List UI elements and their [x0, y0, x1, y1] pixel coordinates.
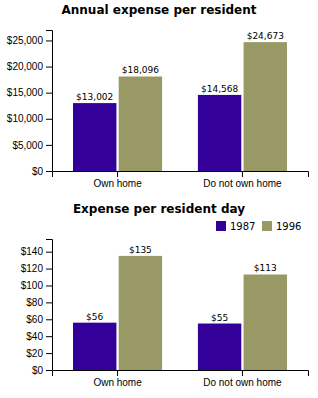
y-tick-label: $0	[32, 365, 44, 376]
y-tick-label: $80	[26, 297, 43, 308]
bar	[198, 95, 241, 171]
y-tick-label: $60	[26, 314, 43, 325]
y-tick: $25,000	[7, 35, 52, 46]
y-tick: $0	[32, 365, 52, 376]
x-tick-label: Own home	[93, 377, 142, 388]
y-tick-mark	[46, 171, 52, 172]
y-tick-label: $0	[32, 166, 44, 177]
y-tick-mark	[46, 269, 52, 270]
y-tick-label: $100	[21, 280, 44, 291]
y-tick-label: $120	[21, 263, 44, 274]
bars	[73, 42, 287, 171]
legend-swatch	[262, 221, 272, 231]
legend-label: 1987	[230, 221, 255, 232]
data-labels: $56 $55 $135 $113	[86, 245, 277, 323]
y-tick: $0	[32, 166, 52, 177]
data-label: $13,002	[76, 92, 113, 102]
x-tick: Own home	[93, 171, 142, 189]
y-tick-label: $15,000	[7, 87, 44, 98]
y-tick-label: $25,000	[7, 35, 44, 46]
y-tick: $10,000	[7, 113, 52, 124]
x-axis: Own home Do not own home	[53, 370, 309, 388]
bar	[73, 103, 116, 171]
title: Annual expense per resident	[61, 3, 256, 17]
y-tick-label: $10,000	[7, 113, 44, 124]
bar	[244, 42, 287, 171]
y-tick: $80	[26, 297, 52, 308]
y-tick-label: $5,000	[12, 140, 43, 151]
figure: Annual expense per resident $0 $5,000 $10,0…	[0, 0, 318, 398]
y-tick-mark	[46, 67, 52, 68]
y-tick: $60	[26, 314, 52, 325]
y-tick-mark	[46, 93, 52, 94]
y-tick: $100	[21, 280, 52, 291]
bar	[119, 76, 162, 171]
x-tick: Own home	[93, 370, 142, 388]
data-label: $55	[211, 313, 228, 323]
legend-swatch	[216, 221, 226, 231]
x-tick-mark	[117, 171, 118, 177]
y-tick-mark	[46, 40, 52, 41]
bar	[198, 324, 241, 370]
bar	[119, 256, 162, 370]
y-axis-line	[46, 240, 53, 371]
x-axis-line	[53, 172, 309, 178]
y-tick-mark	[46, 252, 52, 253]
legend-label: 1996	[276, 221, 301, 232]
y-axis: $0 $20 $40 $60 $80 $100 $120 $140	[21, 240, 53, 376]
y-tick: $120	[21, 263, 52, 274]
y-axis-line	[46, 31, 53, 172]
x-tick: Do not own home	[203, 171, 282, 189]
x-tick-label: Do not own home	[203, 377, 282, 388]
data-label: $14,568	[201, 84, 238, 94]
x-tick-label: Do not own home	[203, 178, 282, 189]
bar	[73, 323, 116, 370]
data-label: $18,096	[122, 65, 159, 75]
y-tick: $40	[26, 331, 52, 342]
y-tick: $20	[26, 348, 52, 359]
y-tick-mark	[46, 119, 52, 120]
y-tick-label: $40	[26, 331, 43, 342]
data-labels: $13,002 $14,568 $18,096 $24,673	[76, 31, 284, 102]
x-tick: Do not own home	[203, 370, 282, 388]
x-tick-mark	[117, 370, 118, 376]
y-tick-label: $20,000	[7, 61, 44, 72]
y-tick-mark	[46, 336, 52, 337]
y-tick-mark	[46, 145, 52, 146]
chart: Expense per resident day 1987 1996 $0 $20 $40…	[21, 202, 309, 388]
y-tick-label: $20	[26, 348, 43, 359]
data-label: $56	[86, 312, 103, 322]
y-tick-label: $140	[21, 246, 44, 257]
y-axis: $0 $5,000 $10,000 $15,000 $20,000 $25,000	[7, 31, 53, 177]
chart: Annual expense per resident $0 $5,000 $10,0…	[7, 3, 309, 189]
bar	[244, 274, 287, 370]
bars	[73, 256, 287, 370]
y-tick: $20,000	[7, 61, 52, 72]
y-tick-mark	[46, 353, 52, 354]
x-axis: Own home Do not own home	[53, 171, 309, 189]
y-tick: $140	[21, 246, 52, 257]
y-tick-mark	[46, 302, 52, 303]
y-tick: $5,000	[12, 140, 52, 151]
x-tick-mark	[242, 171, 243, 177]
x-axis-line	[53, 371, 309, 377]
data-label: $24,673	[247, 31, 284, 41]
legend: 1987 1996	[216, 221, 301, 232]
data-label: $135	[129, 245, 152, 255]
x-tick-mark	[242, 370, 243, 376]
y-tick: $15,000	[7, 87, 52, 98]
y-tick-mark	[46, 370, 52, 371]
y-tick-mark	[46, 285, 52, 286]
data-label: $113	[254, 263, 277, 273]
x-tick-label: Own home	[93, 178, 142, 189]
title: Expense per resident day	[73, 202, 245, 216]
y-tick-mark	[46, 319, 52, 320]
